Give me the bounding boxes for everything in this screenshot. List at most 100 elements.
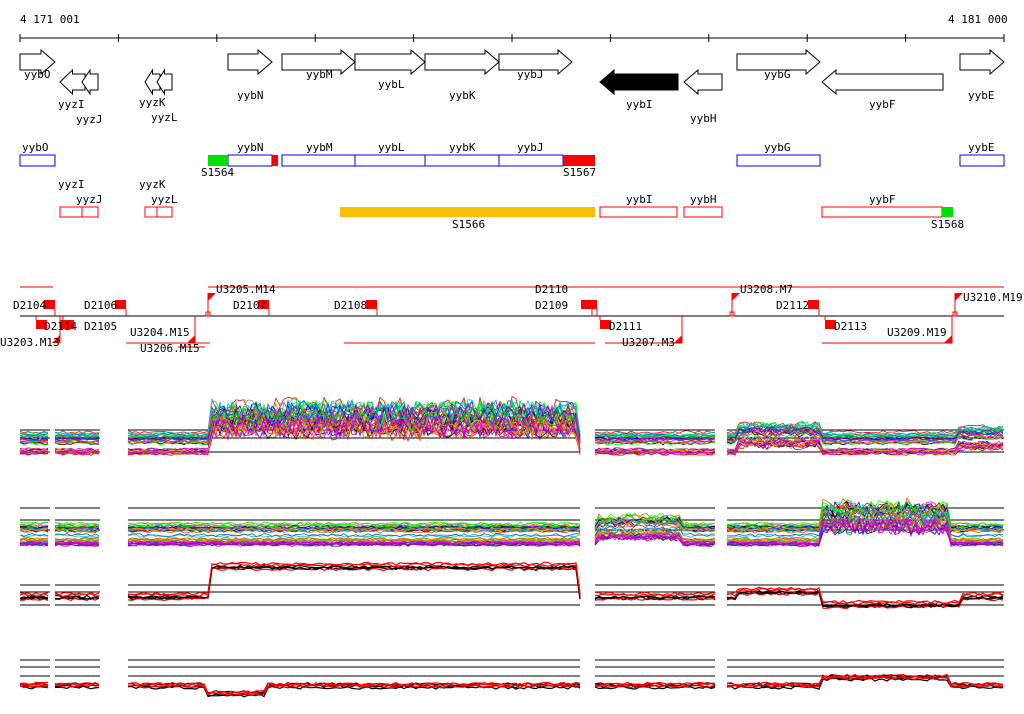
segment-box[interactable] xyxy=(144,206,158,218)
flag-marker[interactable] xyxy=(674,335,682,343)
gene-arrow-yyzK[interactable] xyxy=(144,68,161,96)
marker-box[interactable] xyxy=(586,300,597,309)
expression-trace xyxy=(127,533,581,538)
segment-label: yybF xyxy=(869,193,896,206)
flag-marker[interactable] xyxy=(732,293,740,301)
expression-trace xyxy=(127,533,581,537)
expression-trace xyxy=(594,685,716,690)
marker-box[interactable] xyxy=(63,320,74,329)
segment-box[interactable] xyxy=(821,206,943,218)
marker-box[interactable] xyxy=(258,300,269,309)
expression-trace xyxy=(127,413,581,454)
segment-label: yybH xyxy=(690,193,717,206)
segment-box[interactable] xyxy=(959,154,1005,167)
expression-trace xyxy=(54,434,100,438)
marker-box[interactable] xyxy=(825,320,836,329)
expression-trace xyxy=(19,521,49,525)
expression-trace xyxy=(127,415,581,454)
marker-label: D2112 xyxy=(776,299,809,312)
expression-trace xyxy=(127,565,581,600)
expression-trace xyxy=(594,524,716,537)
expression-trace xyxy=(594,450,716,454)
segment-box[interactable] xyxy=(424,154,500,167)
expression-trace xyxy=(594,434,716,439)
marker-label: D2108 xyxy=(334,299,367,312)
gene-arrow-yyzI[interactable] xyxy=(59,68,86,96)
segment-label: yyzK xyxy=(139,178,166,191)
segment-box[interactable] xyxy=(81,206,99,218)
marker-label: D2113 xyxy=(834,320,867,333)
gene-arrow-yybI[interactable] xyxy=(599,68,679,96)
gene-arrow-yybG[interactable] xyxy=(736,48,821,76)
marker-box[interactable] xyxy=(115,300,126,309)
gene-arrow-yybO[interactable] xyxy=(19,48,56,76)
gene-arrow-yyzL[interactable] xyxy=(156,68,173,96)
segment-label: yybM xyxy=(306,141,333,154)
expression-trace xyxy=(19,522,49,526)
segment-box[interactable] xyxy=(736,154,821,167)
marker-label: U3205.M14 xyxy=(216,283,276,296)
expression-trace xyxy=(54,537,100,541)
segment-box[interactable] xyxy=(599,206,678,218)
expression-trace xyxy=(726,586,1004,604)
expression-trace xyxy=(594,532,716,546)
marker-label: U3204.M15 xyxy=(130,326,190,339)
gene-arrow-yybL[interactable] xyxy=(354,48,426,76)
site-label: S1564 xyxy=(201,166,234,179)
segment-box[interactable] xyxy=(354,154,426,167)
site-end-mark xyxy=(272,155,278,166)
flag-marker[interactable] xyxy=(955,293,963,301)
expression-trace xyxy=(19,593,49,597)
flag-marker[interactable] xyxy=(944,335,952,343)
gene-arrow-yybK[interactable] xyxy=(424,48,500,76)
marker-box[interactable] xyxy=(36,320,47,329)
gene-arrow-yybE[interactable] xyxy=(959,48,1005,76)
expression-trace xyxy=(726,508,1004,537)
marker-box[interactable] xyxy=(44,300,55,309)
expression-trace xyxy=(19,441,49,446)
segment-label: yybE xyxy=(968,141,995,154)
expression-trace xyxy=(19,595,49,600)
gene-arrow-yyzJ[interactable] xyxy=(81,68,99,96)
expression-trace xyxy=(19,432,49,436)
segment-box[interactable] xyxy=(683,206,723,218)
marker-label: D2104 xyxy=(13,299,46,312)
expression-trace xyxy=(127,685,581,698)
gene-arrow-yybN[interactable] xyxy=(227,48,273,76)
gene-label: yybE xyxy=(968,89,995,102)
marker-box[interactable] xyxy=(366,300,377,309)
expression-trace xyxy=(54,431,100,435)
gene-arrow-yybF[interactable] xyxy=(821,68,944,96)
expression-trace xyxy=(19,431,49,434)
segment-box[interactable] xyxy=(281,154,356,167)
expression-trace xyxy=(726,590,1003,608)
marker-box[interactable] xyxy=(600,320,611,329)
expression-trace xyxy=(594,528,716,541)
flag-marker[interactable] xyxy=(187,335,195,343)
flag-anchor xyxy=(729,311,735,317)
highlight-segment[interactable] xyxy=(340,207,595,217)
segment-box[interactable] xyxy=(19,154,56,167)
expression-trace xyxy=(726,428,1004,444)
flag-marker[interactable] xyxy=(52,335,60,343)
expression-trace xyxy=(54,440,100,444)
expression-trace xyxy=(726,435,1004,452)
expression-trace xyxy=(19,450,49,454)
expression-trace xyxy=(726,506,1004,534)
expression-trace xyxy=(594,518,716,531)
segment-box[interactable] xyxy=(156,206,173,218)
expression-trace xyxy=(726,676,1004,689)
gene-arrow-yybH[interactable] xyxy=(683,68,723,96)
marker-box[interactable] xyxy=(808,300,819,309)
segment-box[interactable] xyxy=(498,154,564,167)
segment-box[interactable] xyxy=(59,206,83,218)
gene-arrow-yybM[interactable] xyxy=(281,48,356,76)
segment-box[interactable] xyxy=(227,154,273,167)
expression-trace xyxy=(594,595,716,600)
expression-trace xyxy=(127,527,581,531)
gene-label: yybN xyxy=(237,89,264,102)
gene-arrow-yybJ[interactable] xyxy=(498,48,573,76)
marker-label: U3208.M7 xyxy=(740,283,793,296)
expression-trace xyxy=(726,518,1004,548)
flag-marker[interactable] xyxy=(208,293,216,301)
